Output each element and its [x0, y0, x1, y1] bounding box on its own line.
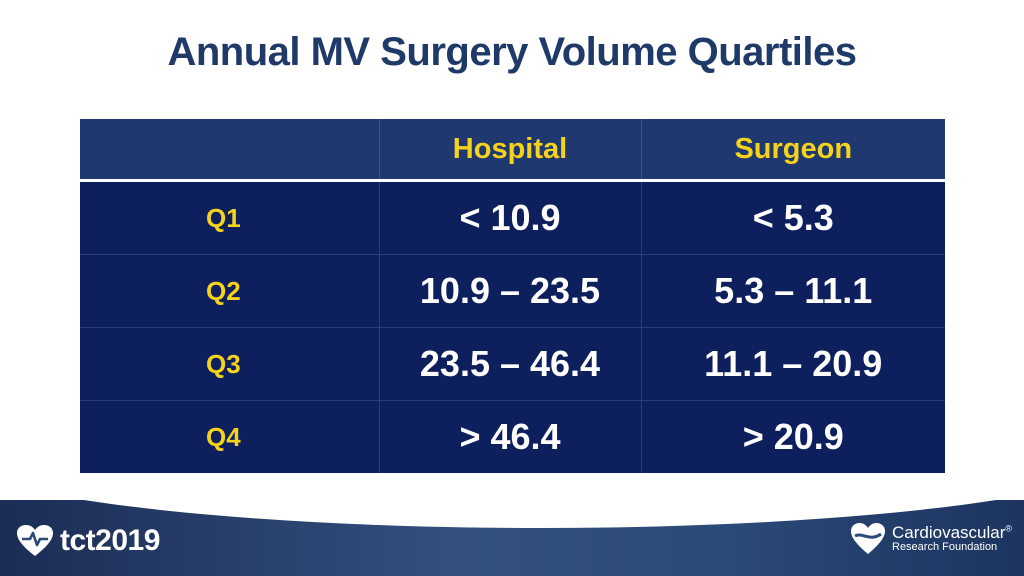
header-empty-cell — [80, 119, 379, 181]
quartile-label: Q2 — [80, 254, 379, 328]
tct-logo-text: tct2019 — [60, 524, 160, 557]
surgeon-value: 11.1 – 20.9 — [640, 327, 945, 401]
surgeon-value: > 20.9 — [640, 400, 945, 473]
header-hospital: Hospital — [378, 119, 641, 181]
table-row: Q3 23.5 – 46.4 11.1 – 20.9 — [80, 327, 945, 401]
crf-logo: Cardiovascular® Research Foundation — [850, 522, 1012, 556]
hospital-value: > 46.4 — [378, 400, 641, 473]
hospital-value: 23.5 – 46.4 — [378, 327, 641, 401]
header-surgeon: Surgeon — [640, 119, 945, 181]
crf-heart-icon — [851, 523, 885, 554]
table-row: Q2 10.9 – 23.5 5.3 – 11.1 — [80, 254, 945, 328]
surgeon-value: 5.3 – 11.1 — [640, 254, 945, 328]
slide-title: Annual MV Surgery Volume Quartiles — [167, 30, 857, 74]
surgeon-value: < 5.3 — [640, 180, 945, 255]
hospital-value: 10.9 – 23.5 — [378, 254, 641, 328]
quartile-table: Hospital Surgeon Q1 < 10.9 < 5.3 Q2 10.9… — [80, 119, 945, 473]
hospital-value: < 10.9 — [378, 180, 641, 255]
table-row: Q4 > 46.4 > 20.9 — [80, 400, 945, 473]
heart-icon — [17, 525, 53, 556]
tct-logo: tct2019 — [16, 524, 160, 558]
table-header-row: Hospital Surgeon — [80, 119, 945, 181]
crf-logo-line2: Research Foundation — [892, 541, 998, 554]
quartile-label: Q3 — [80, 327, 379, 401]
quartile-label: Q4 — [80, 400, 379, 473]
crf-logo-line1: Cardiovascular — [892, 523, 1006, 543]
quartile-label: Q1 — [80, 180, 379, 255]
registered-mark: ® — [1005, 523, 1013, 534]
table-row: Q1 < 10.9 < 5.3 — [80, 180, 945, 255]
